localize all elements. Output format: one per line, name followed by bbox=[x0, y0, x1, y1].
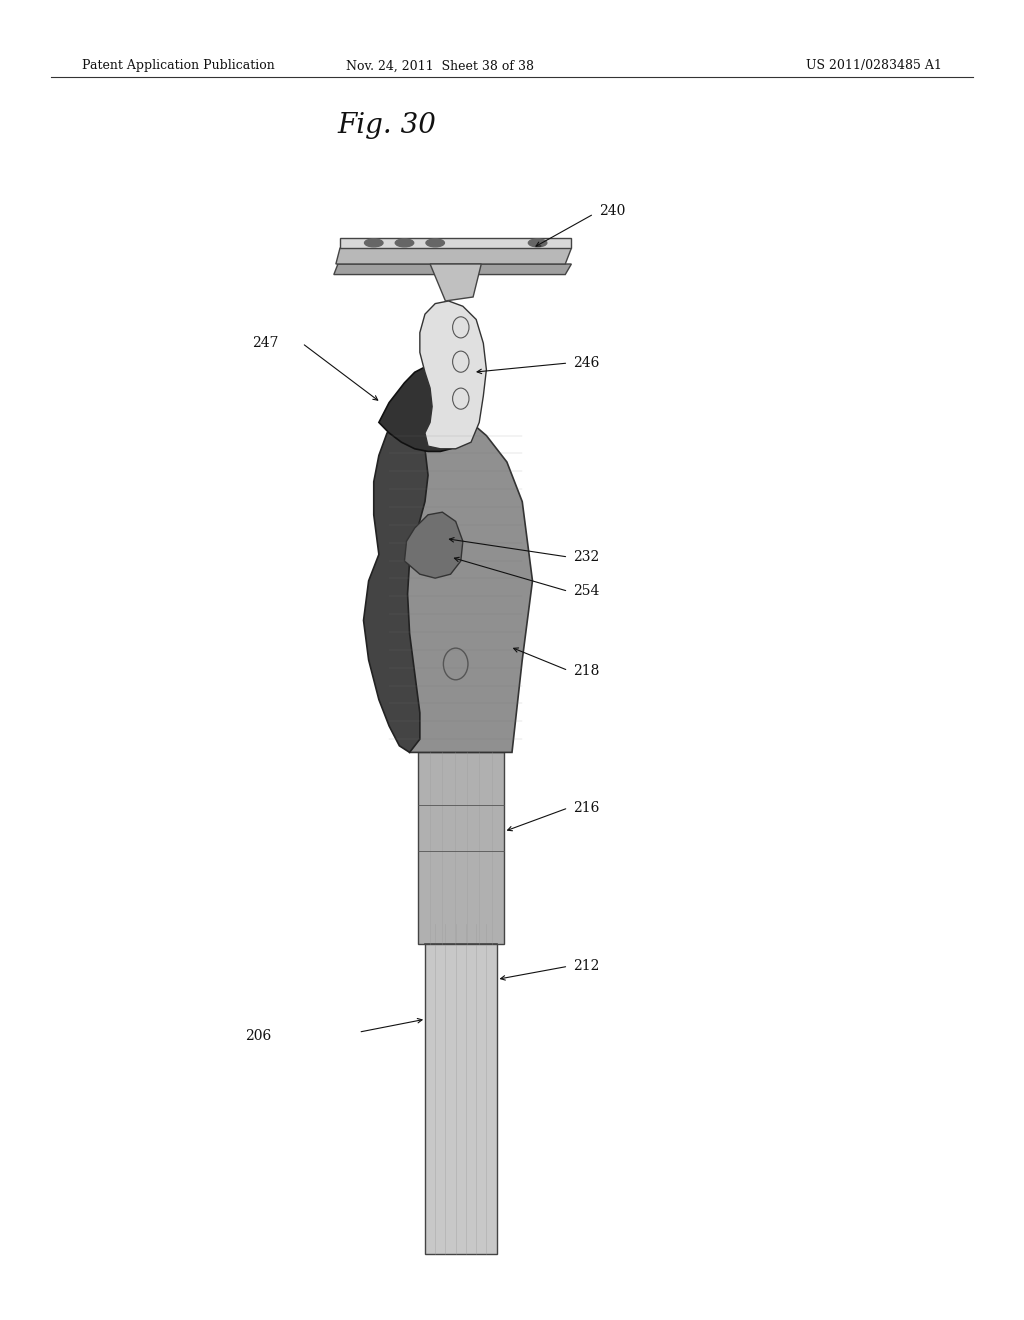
Text: 218: 218 bbox=[573, 664, 600, 677]
Polygon shape bbox=[334, 264, 571, 275]
Polygon shape bbox=[418, 752, 504, 944]
Polygon shape bbox=[425, 924, 497, 1254]
Text: Fig. 30: Fig. 30 bbox=[338, 112, 437, 139]
Text: 240: 240 bbox=[599, 205, 626, 218]
Text: 206: 206 bbox=[245, 1030, 271, 1043]
Ellipse shape bbox=[528, 239, 547, 247]
Text: 212: 212 bbox=[573, 960, 600, 973]
Ellipse shape bbox=[395, 239, 414, 247]
Text: 216: 216 bbox=[573, 801, 600, 814]
Polygon shape bbox=[420, 301, 486, 449]
Polygon shape bbox=[430, 264, 481, 301]
Text: Nov. 24, 2011  Sheet 38 of 38: Nov. 24, 2011 Sheet 38 of 38 bbox=[346, 59, 535, 73]
Text: US 2011/0283485 A1: US 2011/0283485 A1 bbox=[806, 59, 942, 73]
Text: 254: 254 bbox=[573, 585, 600, 598]
Ellipse shape bbox=[365, 239, 383, 247]
Polygon shape bbox=[364, 422, 428, 752]
Polygon shape bbox=[336, 248, 571, 264]
Text: 246: 246 bbox=[573, 356, 600, 370]
Text: 247: 247 bbox=[252, 337, 279, 350]
Ellipse shape bbox=[426, 239, 444, 247]
Text: 232: 232 bbox=[573, 550, 600, 564]
Text: Patent Application Publication: Patent Application Publication bbox=[82, 59, 274, 73]
Polygon shape bbox=[379, 366, 476, 451]
Polygon shape bbox=[379, 416, 532, 752]
Polygon shape bbox=[404, 512, 463, 578]
Polygon shape bbox=[340, 238, 571, 248]
